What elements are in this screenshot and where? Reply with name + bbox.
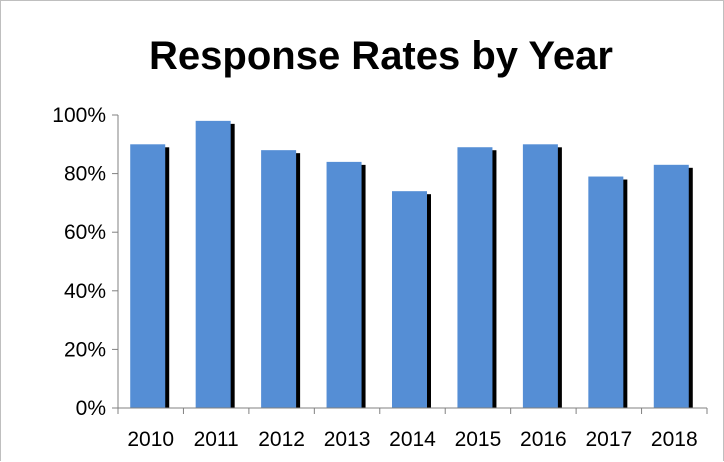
bar-2011 [195, 120, 231, 409]
labels-layer: 2010 2011 2012 2013 2014 2015 2016 2017 2018 0% 20… [52, 104, 697, 451]
y-tick-label: 60% [64, 221, 106, 244]
y-tick-label: 0% [76, 397, 106, 420]
x-tick-label-2018: 2018 [651, 428, 698, 451]
bar-2018 [653, 164, 689, 408]
bar-2014 [392, 191, 427, 408]
bars-layer [130, 120, 693, 409]
bar-2017 [588, 176, 624, 408]
bar-2013 [326, 161, 362, 408]
bar-2010 [130, 144, 166, 409]
y-tick-label: 40% [64, 280, 106, 303]
x-tick-label-2017: 2017 [585, 428, 632, 451]
x-tick-label-2015: 2015 [455, 428, 502, 451]
x-tick-label-2011: 2011 [194, 428, 239, 451]
y-tick-label: 100% [52, 104, 106, 127]
y-tick-label: 20% [64, 338, 106, 361]
bar-2015 [457, 147, 493, 409]
x-tick-label-2012: 2012 [258, 428, 305, 451]
axes-layer [112, 114, 708, 414]
x-tick-label-2010: 2010 [127, 428, 174, 451]
chart-title: Response Rates by Year [149, 34, 613, 78]
y-tick-label: 80% [64, 163, 106, 186]
bar-2016 [522, 144, 558, 409]
x-tick-label-2016: 2016 [520, 428, 567, 451]
bar-2012 [261, 150, 297, 408]
x-tick-label-2014: 2014 [389, 428, 436, 451]
x-tick-label-2013: 2013 [324, 428, 371, 451]
